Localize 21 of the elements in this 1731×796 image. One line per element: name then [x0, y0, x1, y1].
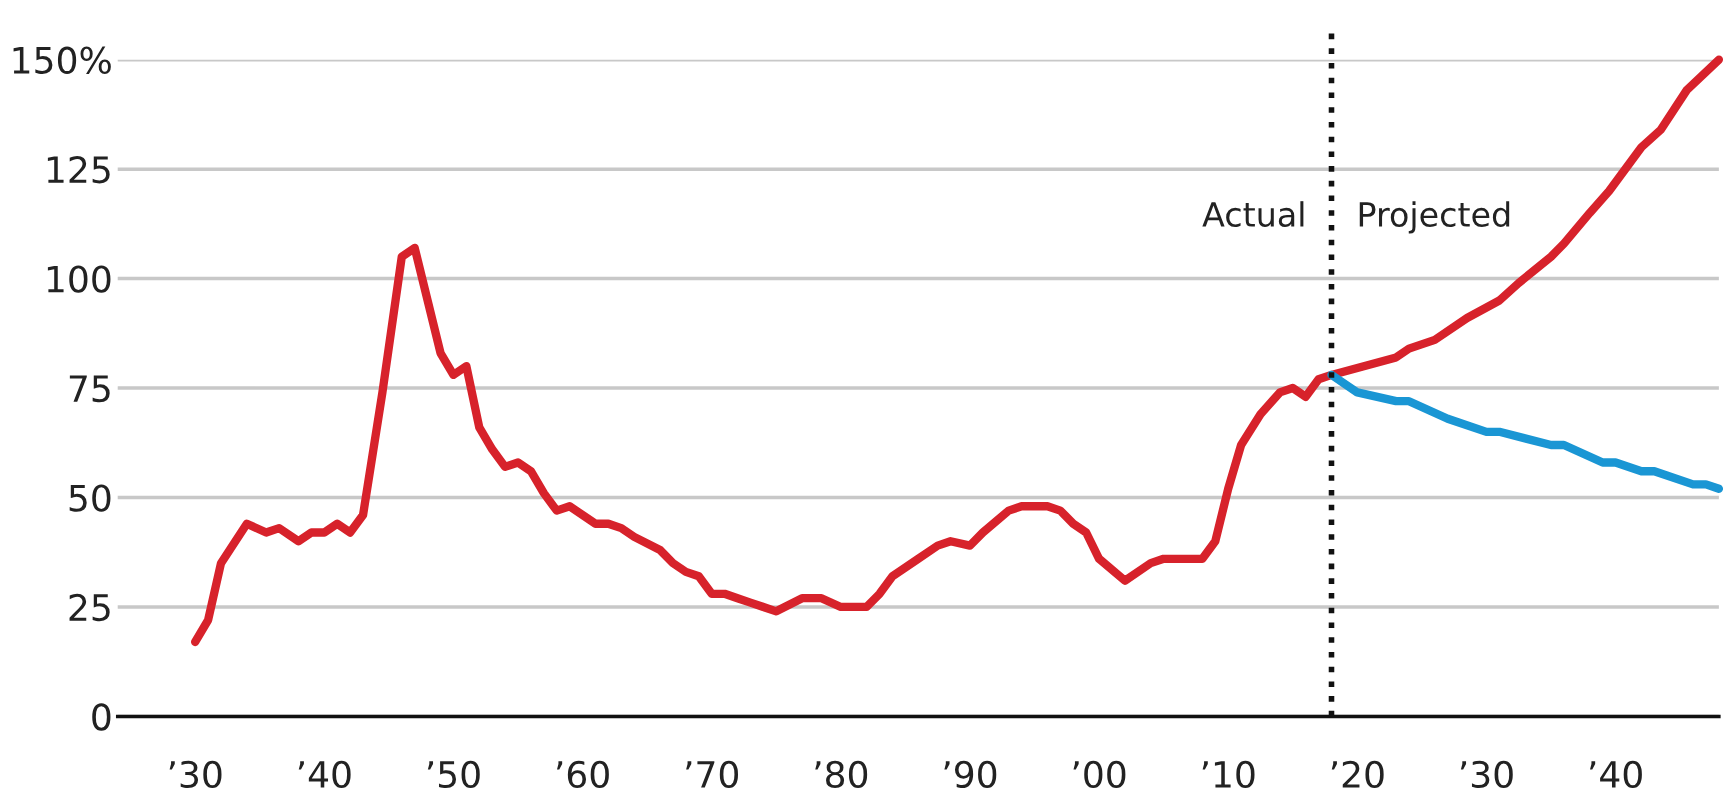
- y-tick-label: 0: [92, 703, 111, 731]
- y-tick-label: 125: [47, 156, 110, 184]
- x-tick-label: ’90: [944, 760, 997, 789]
- x-tick-label: ’50: [427, 760, 480, 789]
- annotation: Projected: [1359, 201, 1510, 234]
- annotation: Actual: [1202, 201, 1304, 227]
- x-tick-label: ’10: [1202, 760, 1255, 789]
- x-tick-label: ’60: [556, 760, 609, 789]
- x-tick-label: ’30: [169, 760, 222, 789]
- x-tick-label: ’80: [815, 760, 868, 789]
- x-tick-label: ’30: [1460, 760, 1513, 789]
- y-tick-label: 50: [69, 484, 111, 512]
- x-tick-label: ’20: [1331, 760, 1384, 789]
- x-tick-label: ’40: [298, 760, 351, 789]
- x-tick-label: ’70: [686, 760, 739, 789]
- y-tick-label: 25: [69, 593, 110, 622]
- x-tick-label: ’00: [1073, 760, 1126, 789]
- y-tick-label: 150%: [13, 46, 111, 74]
- y-tick-label: 100: [47, 265, 111, 293]
- y-tick-label: 75: [69, 375, 110, 403]
- x-tick-label: ’40: [1590, 760, 1642, 789]
